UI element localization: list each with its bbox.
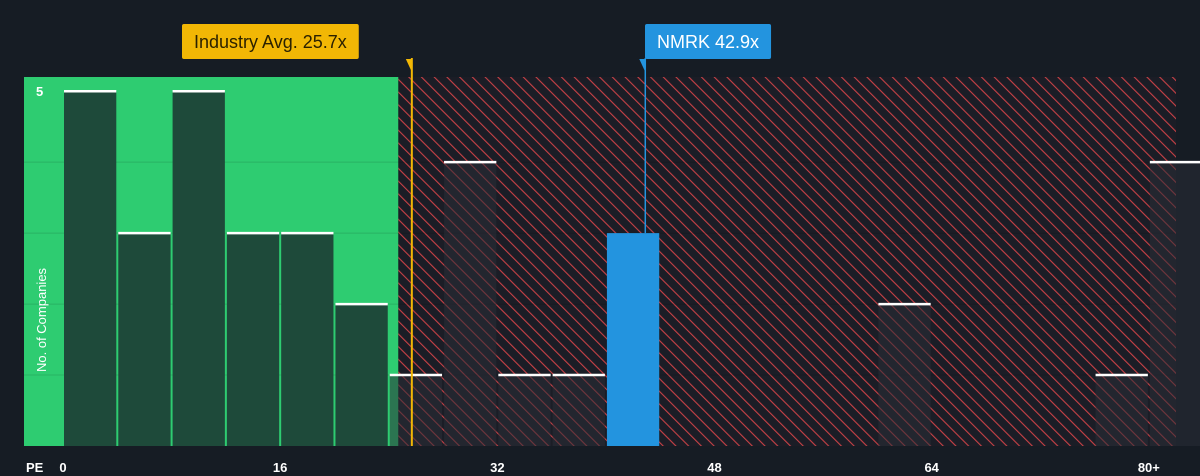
company-callout-box xyxy=(645,24,772,59)
y-tick-label: 5 xyxy=(36,84,43,99)
histogram-bar xyxy=(444,162,497,446)
x-tick-label: 64 xyxy=(924,460,939,475)
histogram-bar xyxy=(118,233,171,446)
x-tick-label: 16 xyxy=(273,460,287,475)
x-axis-label: PE xyxy=(26,460,44,475)
histogram-bar xyxy=(1095,375,1148,446)
histogram-bar xyxy=(335,304,388,446)
x-tick-label: 32 xyxy=(490,460,504,475)
histogram-bar xyxy=(1149,162,1200,446)
industry-avg-callout-label: Industry Avg. 25.7x xyxy=(194,32,347,52)
x-tick-label: 48 xyxy=(707,460,721,475)
histogram-bar xyxy=(226,233,280,446)
histogram-bar xyxy=(281,233,334,446)
company-callout-pointer xyxy=(639,59,646,72)
company-callout-label: NMRK 42.9x xyxy=(657,32,759,52)
histogram-bar xyxy=(389,375,443,446)
histogram-bar xyxy=(606,233,660,446)
markers xyxy=(410,58,647,446)
y-axis-label: No. of Companies xyxy=(34,267,49,372)
histogram-bar xyxy=(498,375,551,446)
x-ticks: 0 16 32 48 64 80+ xyxy=(59,460,1160,475)
callouts: Industry Avg. 25.7x NMRK 42.9x xyxy=(182,24,772,72)
industry-avg-callout-pointer xyxy=(405,59,412,72)
y-ticks: 5 xyxy=(36,84,43,99)
bars xyxy=(64,89,1200,446)
histogram-bar xyxy=(878,304,931,446)
x-tick-label: 80+ xyxy=(1138,460,1160,475)
x-tick-label: 0 xyxy=(59,460,66,475)
industry-avg-callout-box xyxy=(182,24,359,59)
histogram-bar xyxy=(64,91,117,446)
histogram-bar xyxy=(172,91,225,446)
histogram-bar xyxy=(552,375,605,446)
